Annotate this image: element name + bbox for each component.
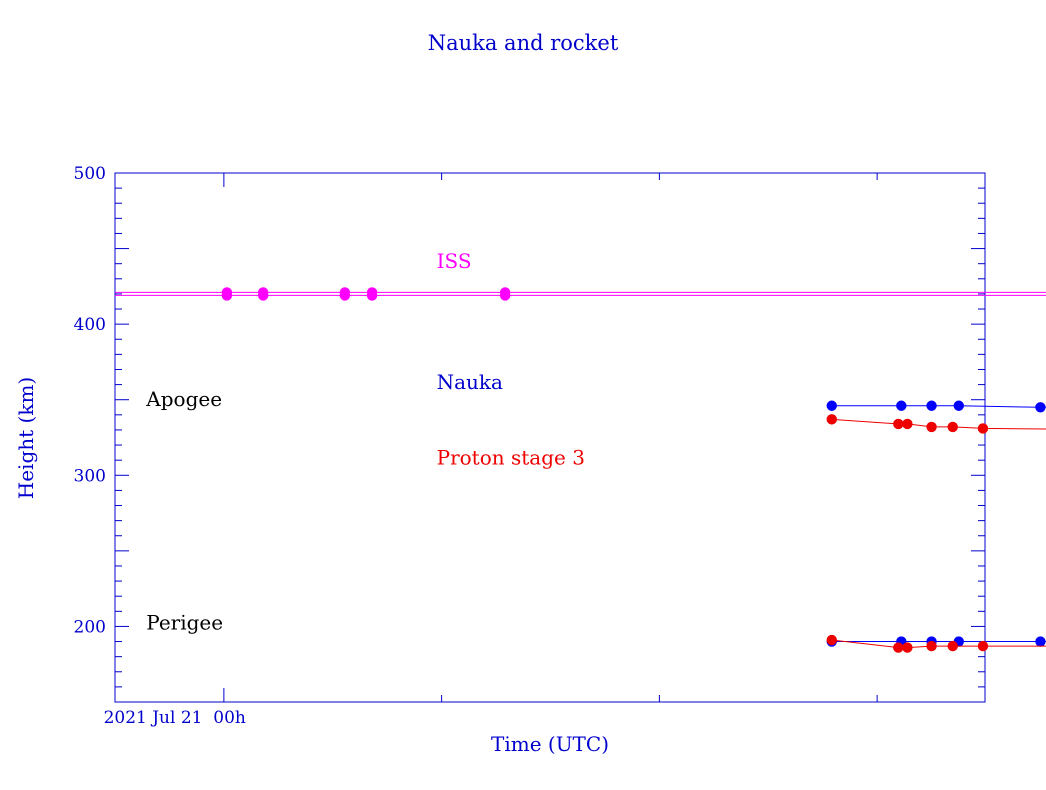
iss-perigee-point — [499, 290, 511, 301]
y-tick-label: 400 — [74, 315, 106, 335]
nauka-apogee-point — [1035, 402, 1046, 413]
axis-ticks — [115, 172, 985, 703]
iss-perigee-point — [221, 290, 233, 301]
annotation-proton-stage-3: Proton stage 3 — [437, 446, 585, 470]
series-layer — [115, 287, 1046, 653]
nauka-apogee-point — [926, 400, 937, 411]
annotation-nauka: Nauka — [437, 370, 503, 394]
proton-apogee-point — [826, 414, 837, 425]
nauka-apogee-point — [953, 400, 964, 411]
y-axis-label: Height (km) — [14, 377, 38, 499]
proton-apogee-point — [977, 423, 989, 434]
proton-apogee-line — [831, 418, 1046, 430]
iss-perigee-point — [366, 290, 378, 301]
annotation-iss: ISS — [437, 249, 472, 273]
proton-perigee-point — [947, 640, 958, 652]
proton-perigee-point — [893, 642, 904, 653]
proton-apogee-point — [902, 418, 913, 430]
annotation-perigee: Perigee — [146, 610, 223, 634]
nauka-perigee-point — [1035, 636, 1046, 647]
plot-frame — [114, 172, 986, 703]
y-tick-label: 300 — [74, 466, 106, 486]
proton-perigee-point — [826, 634, 837, 646]
iss-perigee-point — [257, 290, 269, 301]
proton-perigee-point — [977, 640, 989, 652]
y-tick-label: 200 — [74, 617, 106, 637]
x-axis-label: Time (UTC) — [491, 732, 609, 756]
nauka-apogee-point — [826, 400, 837, 411]
chart-title: Nauka and rocket — [428, 31, 619, 55]
proton-perigee-point — [926, 640, 937, 652]
annotation-apogee: Apogee — [145, 387, 222, 411]
y-tick-label: 500 — [74, 164, 106, 184]
proton-apogee-point — [947, 421, 958, 433]
nauka-perigee-line — [831, 641, 1046, 643]
nauka-apogee-line — [831, 405, 1046, 408]
proton-perigee-point — [902, 642, 913, 653]
nauka-apogee-point — [896, 400, 907, 411]
proton-apogee-point — [926, 421, 937, 433]
iss-perigee-point — [339, 290, 351, 301]
annotations: ISS Nauka Proton stage 3 Apogee Perigee — [145, 249, 585, 634]
proton-apogee-point — [893, 418, 904, 430]
x-tick-label: 2021 Jul 21 00h — [104, 708, 246, 728]
